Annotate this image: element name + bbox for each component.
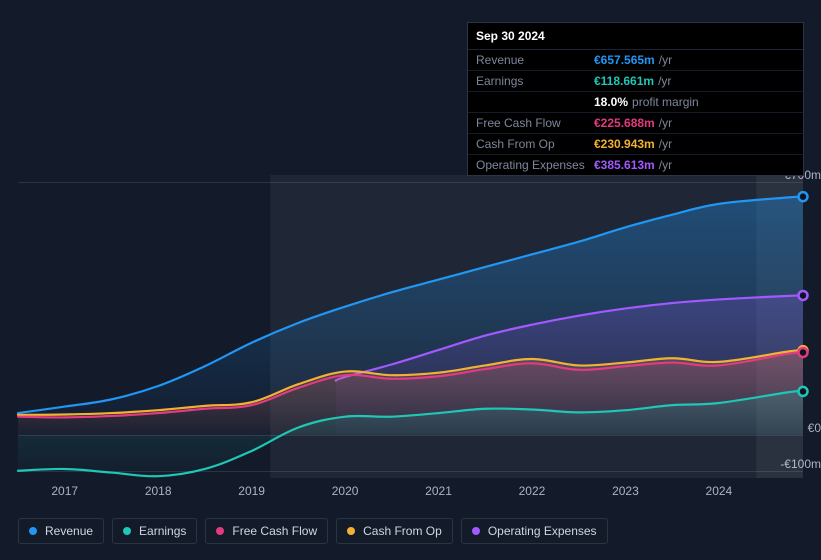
tooltip-row-unit: /yr xyxy=(659,53,672,67)
tooltip-card: Sep 30 2024 Revenue€657.565m/yrEarnings€… xyxy=(467,22,804,176)
series-end-marker-revenue xyxy=(799,192,808,201)
tooltip-row-value: €225.688m xyxy=(594,116,655,130)
tooltip-row-value: €385.613m xyxy=(594,158,655,172)
legend-dot-icon xyxy=(123,527,131,535)
tooltip-row-unit: /yr xyxy=(659,137,672,151)
tooltip-row-label: Cash From Op xyxy=(476,137,594,151)
legend-item-label: Revenue xyxy=(45,524,93,538)
legend-item-fcf[interactable]: Free Cash Flow xyxy=(205,518,328,544)
tooltip-row: Revenue€657.565m/yr xyxy=(468,50,803,71)
legend-dot-icon xyxy=(472,527,480,535)
tooltip-row-label: Earnings xyxy=(476,74,594,88)
legend-item-label: Earnings xyxy=(139,524,186,538)
tooltip-row-unit: /yr xyxy=(659,116,672,130)
legend-dot-icon xyxy=(29,527,37,535)
legend-item-cfo[interactable]: Cash From Op xyxy=(336,518,453,544)
legend-item-label: Operating Expenses xyxy=(488,524,597,538)
tooltip-row-value: €230.943m xyxy=(594,137,655,151)
tooltip-date: Sep 30 2024 xyxy=(468,23,803,50)
tooltip-row: Cash From Op€230.943m/yr xyxy=(468,134,803,155)
legend: Revenue Earnings Free Cash Flow Cash From O… xyxy=(18,518,608,544)
tooltip-row-value: 18.0% xyxy=(594,95,628,109)
legend-item-label: Free Cash Flow xyxy=(232,524,317,538)
tooltip-row: Earnings€118.661m/yr xyxy=(468,71,803,92)
legend-dot-icon xyxy=(216,527,224,535)
tooltip-row-unit: profit margin xyxy=(632,95,699,109)
series-end-marker-earnings xyxy=(799,387,808,396)
tooltip-row-label: Operating Expenses xyxy=(476,158,594,172)
tooltip-row-label: Revenue xyxy=(476,53,594,67)
series-end-marker-opex xyxy=(799,291,808,300)
legend-item-label: Cash From Op xyxy=(363,524,442,538)
tooltip-row: 18.0% profit margin xyxy=(468,92,803,113)
series-end-marker-fcf xyxy=(799,348,808,357)
legend-item-earnings[interactable]: Earnings xyxy=(112,518,197,544)
tooltip-row-value: €657.565m xyxy=(594,53,655,67)
legend-item-revenue[interactable]: Revenue xyxy=(18,518,104,544)
tooltip-row-label: Free Cash Flow xyxy=(476,116,594,130)
tooltip-row-value: €118.661m xyxy=(594,74,654,88)
legend-dot-icon xyxy=(347,527,355,535)
legend-item-opex[interactable]: Operating Expenses xyxy=(461,518,608,544)
tooltip-row-unit: /yr xyxy=(659,158,672,172)
tooltip-row: Operating Expenses€385.613m/yr xyxy=(468,155,803,175)
tooltip-row: Free Cash Flow€225.688m/yr xyxy=(468,113,803,134)
tooltip-row-unit: /yr xyxy=(658,74,671,88)
